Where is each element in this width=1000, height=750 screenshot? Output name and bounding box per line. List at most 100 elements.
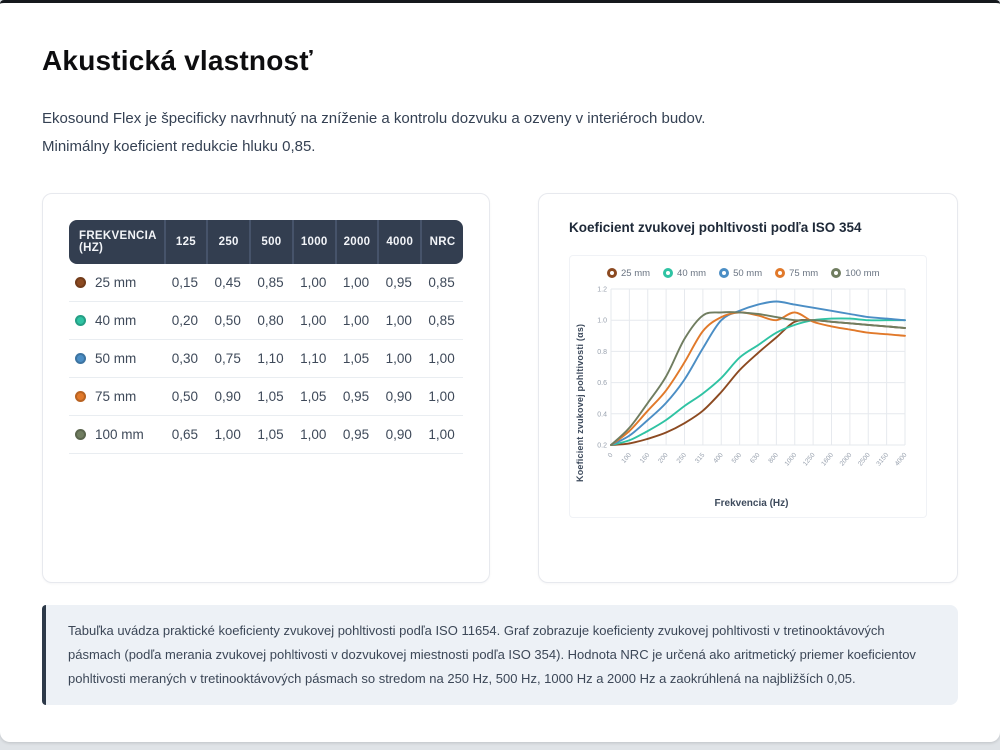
coefficient-value: 0,30 — [163, 340, 207, 378]
note-box: Tabuľka uvádza praktické koeficienty zvu… — [42, 604, 958, 705]
table-header-col: 1000 — [291, 219, 335, 264]
coefficient-value: 0,50 — [163, 378, 207, 416]
legend-item: 75 mm — [775, 268, 818, 279]
table-header-col: 2000 — [334, 219, 378, 264]
table-header-frequency: FREKVENCIA (HZ) — [69, 219, 164, 264]
svg-text:0.4: 0.4 — [597, 411, 607, 418]
svg-text:630: 630 — [749, 451, 762, 464]
coefficient-value: 1,00 — [377, 340, 421, 378]
chart-card: Koeficient zvukovej pohltivosti podľa IS… — [538, 192, 958, 583]
coefficient-value: 0,85 — [420, 302, 463, 340]
legend-item: 100 mm — [831, 267, 880, 279]
svg-text:0.6: 0.6 — [597, 380, 607, 387]
svg-text:500: 500 — [731, 451, 744, 464]
svg-text:1250: 1250 — [802, 451, 817, 467]
legend-label: 100 mm — [845, 267, 880, 279]
svg-text:400: 400 — [712, 451, 725, 464]
coefficient-value: 0,85 — [249, 264, 292, 302]
svg-text:4000: 4000 — [894, 451, 909, 467]
chart-plot: 0.2 0.4 0.6 0.8 1.0 1.2 0 100 160 200 250 315 400 500… — [585, 283, 918, 496]
coefficient-value: 1,00 — [334, 264, 378, 302]
series-color-dot-icon — [75, 276, 86, 288]
legend-label: 40 mm — [677, 267, 707, 279]
coefficient-value: 0,15 — [163, 264, 207, 302]
coefficient-value: 0,95 — [334, 416, 378, 454]
svg-text:250: 250 — [676, 451, 689, 464]
coefficient-value: 0,75 — [206, 340, 250, 378]
series-line — [610, 310, 906, 446]
svg-text:0: 0 — [607, 451, 615, 459]
svg-text:1.0: 1.0 — [597, 317, 607, 324]
coefficient-value: 1,10 — [249, 340, 292, 378]
legend-label: 75 mm — [789, 267, 819, 279]
coefficient-value: 0,90 — [206, 378, 250, 416]
page-title: Akustická vlastnosť — [42, 45, 313, 76]
legend-ring-icon — [831, 268, 842, 278]
series-color-dot-icon — [75, 428, 86, 440]
coefficient-value: 1,05 — [291, 378, 335, 416]
coefficient-value: 1,00 — [334, 302, 378, 340]
table-header-col: 125 — [163, 219, 207, 264]
series-color-dot-icon — [75, 314, 86, 326]
thickness-cell: 50 mm — [69, 340, 164, 378]
coefficient-value: 0,90 — [377, 416, 421, 454]
series-color-dot-icon — [75, 390, 86, 402]
table-row: 25 mm 0,15 0,45 0,85 1,00 1,00 0,95 0,85 — [69, 264, 463, 302]
thickness-label: 40 mm — [95, 312, 137, 328]
table-header-row: FREKVENCIA (HZ) 125 250 500 1000 2000 4000 NRC — [69, 219, 463, 264]
coefficient-value: 1,10 — [291, 340, 335, 378]
svg-text:2500: 2500 — [857, 451, 872, 467]
svg-text:1600: 1600 — [820, 451, 835, 467]
legend-item: 25 mm — [607, 268, 650, 279]
coefficient-value: 1,05 — [334, 340, 378, 378]
coefficient-value: 0,20 — [163, 302, 207, 340]
legend-ring-icon — [663, 268, 674, 278]
coefficient-value: 1,00 — [420, 378, 463, 416]
coefficient-value: 1,00 — [420, 340, 463, 378]
table-header-col: 500 — [249, 219, 292, 264]
coefficient-value: 0,95 — [377, 264, 421, 302]
svg-text:3150: 3150 — [875, 451, 890, 467]
svg-text:1000: 1000 — [783, 451, 798, 467]
chart-title: Koeficient zvukovej pohltivosti podľa IS… — [569, 219, 862, 235]
coefficient-value: 0,50 — [206, 302, 250, 340]
coefficient-value: 1,00 — [291, 264, 335, 302]
coefficient-value: 0,45 — [206, 264, 250, 302]
coefficient-value: 1,00 — [206, 416, 250, 454]
chart-x-axis-label: Frekvencia (Hz) — [714, 497, 789, 509]
svg-text:315: 315 — [694, 451, 707, 464]
chart-box: Koeficient zvukovej pohltivosti (αs) 25 … — [569, 254, 927, 518]
freq-table-body: 25 mm 0,15 0,45 0,85 1,00 1,00 0,95 0,85 40 mm 0,… — [69, 264, 463, 454]
series-line — [610, 317, 906, 446]
legend-ring-icon — [607, 268, 617, 278]
intro-text: Ekosound Flex je špecificky navrhnutý na… — [42, 110, 706, 155]
svg-text:200: 200 — [657, 451, 670, 464]
legend-label: 50 mm — [733, 267, 763, 279]
coefficient-value: 0,95 — [334, 378, 378, 416]
coefficient-value: 1,00 — [291, 416, 335, 454]
frequency-table: FREKVENCIA (HZ) 125 250 500 1000 2000 4000 NRC … — [69, 219, 463, 454]
coefficient-value: 0,80 — [249, 302, 292, 340]
coefficient-value: 0,65 — [163, 416, 207, 454]
thickness-label: 25 mm — [95, 274, 137, 290]
table-header-col: NRC — [420, 219, 463, 264]
svg-text:100: 100 — [620, 451, 633, 464]
note-text: Tabuľka uvádza praktické koeficienty zvu… — [68, 622, 916, 686]
legend-label: 25 mm — [621, 267, 651, 279]
thickness-cell: 75 mm — [69, 378, 164, 416]
coefficient-value: 0,90 — [377, 378, 421, 416]
coefficient-value: 0,85 — [420, 264, 463, 302]
cards-row: FREKVENCIA (HZ) 125 250 500 1000 2000 4000 NRC … — [42, 192, 958, 583]
legend-item: 40 mm — [663, 268, 706, 279]
table-header-col: 4000 — [377, 219, 421, 264]
coefficient-value: 1,00 — [291, 302, 335, 340]
coefficient-value: 1,00 — [377, 302, 421, 340]
thickness-label: 75 mm — [95, 388, 137, 404]
legend-item: 50 mm — [719, 268, 762, 279]
legend-ring-icon — [719, 268, 730, 278]
svg-text:160: 160 — [639, 451, 652, 464]
svg-text:800: 800 — [767, 451, 780, 464]
svg-text:0.2: 0.2 — [597, 442, 607, 449]
table-row: 100 mm 0,65 1,00 1,05 1,00 0,95 0,90 1,00 — [69, 416, 463, 454]
frequency-table-card: FREKVENCIA (HZ) 125 250 500 1000 2000 4000 NRC … — [42, 192, 490, 583]
